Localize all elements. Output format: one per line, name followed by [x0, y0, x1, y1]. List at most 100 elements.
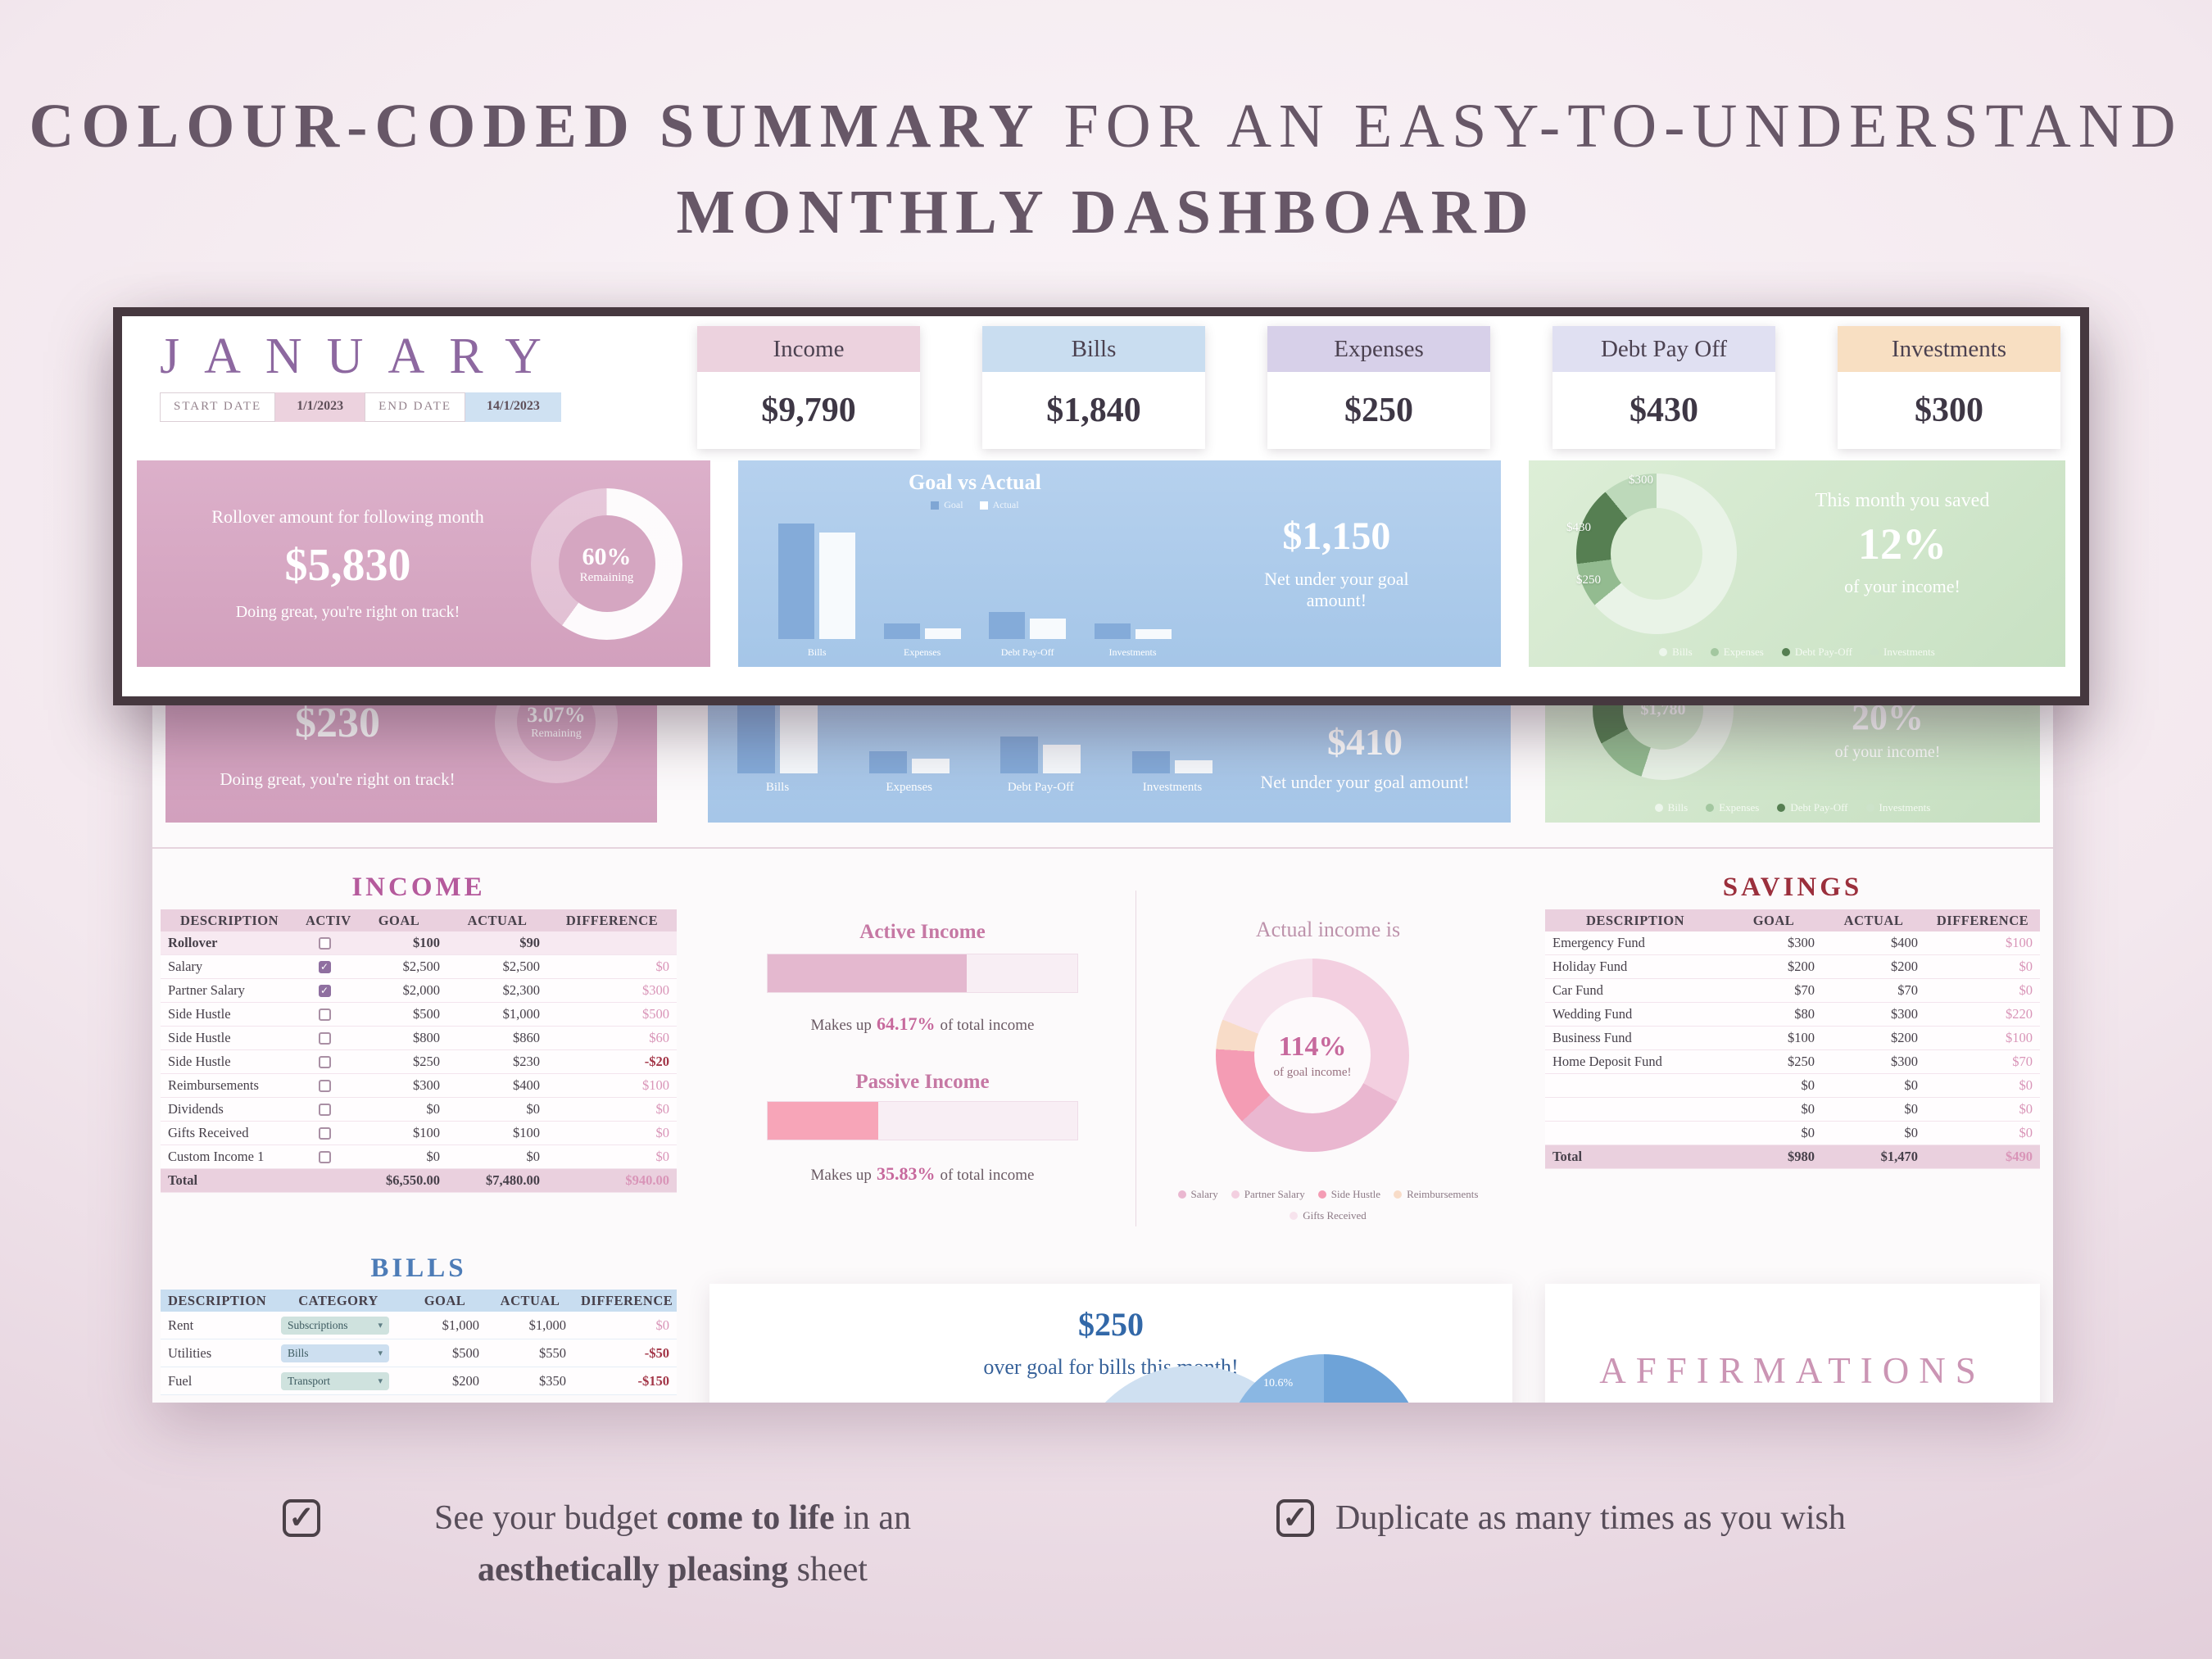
- legend-item: Gifts Received: [1290, 1209, 1367, 1222]
- date-range: START DATE 1/1/2023 END DATE 14/1/2023: [160, 392, 661, 422]
- passive-income-bar: [767, 1101, 1078, 1140]
- bar-group: Expenses: [868, 605, 950, 795]
- feature-bullet-2-text: Duplicate as many times as you wish: [1335, 1499, 1846, 1537]
- cell-active: [298, 984, 351, 997]
- legend-item: Reimbursements: [1394, 1188, 1478, 1201]
- legend-label: Investments: [1883, 646, 1935, 658]
- actual-bar: [911, 758, 950, 773]
- cell-goal: $300: [413, 1077, 440, 1093]
- income-row: Side Hustle $250 $230 -$20: [161, 1050, 677, 1074]
- legend-dot: [1777, 804, 1786, 812]
- savings-header-row: DESCRIPTION GOAL ACTUAL DIFFERENCE: [1545, 909, 2040, 931]
- savings-row: Emergency Fund $300 $400 $100: [1545, 931, 2040, 955]
- active-pct: 64.17%: [876, 1013, 936, 1034]
- rollover-title: Rollover amount for following month: [211, 505, 484, 527]
- saved-pct: 12%: [1858, 519, 1947, 569]
- category-value: Transport: [288, 1374, 331, 1387]
- active-checkbox[interactable]: [318, 960, 331, 973]
- cell-difference: $0: [2019, 982, 2033, 998]
- legend-dot: [1870, 648, 1879, 656]
- cell-difference: $0: [655, 1317, 670, 1333]
- active-checkbox[interactable]: [318, 1079, 331, 1092]
- rollover-donut: 60% Remaining: [531, 487, 682, 640]
- legend-dot: [1865, 804, 1874, 812]
- goal-net-block: $410 Net under your goal amount!: [1242, 720, 1488, 793]
- col-description: DESCRIPTION: [168, 1292, 267, 1308]
- cell-actual: $2,500: [502, 959, 540, 974]
- active-checkbox[interactable]: [318, 1103, 331, 1116]
- active-income-bar: [767, 954, 1078, 993]
- active-checkbox[interactable]: [318, 936, 331, 950]
- bills-pie-label: 10.6%: [1263, 1377, 1294, 1389]
- cell-description: Side Hustle: [168, 1030, 231, 1045]
- cell-difference: $0: [655, 1149, 670, 1164]
- legend-dot: [1781, 648, 1790, 656]
- cell-category: Subscriptions ▾: [274, 1316, 403, 1335]
- summary-cards: Income $9,790 Bills $1,840 Expenses $250: [661, 324, 2065, 449]
- cell-goal: $250: [413, 1054, 440, 1069]
- cell-actual: $860: [513, 1030, 540, 1045]
- summary-card: Expenses $250: [1267, 326, 1490, 449]
- of-total-text: of total income: [940, 1167, 1035, 1184]
- cell-goal: $100: [413, 1125, 440, 1140]
- category-dropdown[interactable]: Transport ▾: [281, 1371, 389, 1390]
- active-checkbox[interactable]: [318, 984, 331, 997]
- goal-net-amount: $410: [1327, 721, 1403, 763]
- active-checkbox[interactable]: [318, 1008, 331, 1021]
- feature-bullet-2: ✓ Duplicate as many times as you wish: [1276, 1493, 2030, 1544]
- summary-card-label: Income: [697, 326, 920, 372]
- saved-donut-label-3: $250: [1576, 573, 1601, 587]
- legend-dot: [1394, 1190, 1403, 1199]
- bills-row: Utilities Bills ▾ $500 $550 -$50: [161, 1339, 677, 1367]
- col-actual: ACTUAL: [500, 1292, 560, 1308]
- legend-item: Debt Pay-Off: [1777, 801, 1848, 814]
- legend-item: Goal: [931, 499, 963, 511]
- cell-actual: $0: [1904, 1077, 1919, 1093]
- summary-card: Debt Pay Off $430: [1552, 326, 1775, 449]
- saved-donut: [1576, 474, 1737, 634]
- category-dropdown[interactable]: Bills ▾: [281, 1344, 389, 1362]
- bar-pair: [868, 605, 950, 773]
- col-description: DESCRIPTION: [1585, 912, 1685, 928]
- legend-dot: [1317, 1190, 1326, 1199]
- active-checkbox[interactable]: [318, 1055, 331, 1068]
- cell-active: [298, 1008, 351, 1021]
- total-difference: $940.00: [625, 1172, 669, 1188]
- col-description: DESCRIPTION: [179, 912, 279, 928]
- cell-actual: $0: [1904, 1125, 1919, 1140]
- cell-actual: $300: [1891, 1054, 1918, 1069]
- legend-item: Salary: [1177, 1188, 1218, 1201]
- legend-dot: [1231, 1190, 1240, 1199]
- total-actual: $1,470: [1880, 1149, 1918, 1164]
- cell-difference: $0: [2019, 1125, 2033, 1140]
- end-date-field[interactable]: 14/1/2023: [465, 392, 561, 422]
- legend-dot: [1710, 648, 1719, 656]
- start-date-field[interactable]: 1/1/2023: [275, 392, 365, 422]
- cell-difference: $0: [2019, 1101, 2033, 1117]
- active-income-caption: Makes up 64.17% of total income: [709, 1013, 1135, 1035]
- vertical-divider: [1135, 891, 1136, 1226]
- active-checkbox[interactable]: [318, 1031, 331, 1045]
- active-income-fill: [768, 954, 967, 992]
- active-checkbox[interactable]: [318, 1150, 331, 1163]
- feature-text-bold: aesthetically pleasing: [478, 1551, 789, 1589]
- bar-pair: [1131, 605, 1213, 773]
- cell-active: [298, 1031, 351, 1045]
- cell-active: [298, 960, 351, 973]
- cell-difference: $220: [2006, 1006, 2033, 1022]
- bills-table: DESCRIPTION CATEGORY GOAL ACTUAL DIFFERE…: [161, 1290, 677, 1395]
- saved-title: This month you saved: [1815, 490, 1990, 511]
- col-actual: ACTUAL: [467, 912, 528, 928]
- actual-bar: [1043, 745, 1081, 773]
- cell-description: Wedding Fund: [1552, 1006, 1633, 1022]
- category-value: Bills: [288, 1346, 309, 1359]
- goal-bar: [883, 623, 920, 639]
- cell-goal: $0: [1801, 1125, 1815, 1140]
- cell-goal: $2,000: [402, 982, 440, 998]
- saved-pct-sub: of your income!: [1834, 743, 1941, 761]
- month-block: JANUARY START DATE 1/1/2023 END DATE 14/…: [137, 324, 661, 449]
- category-dropdown[interactable]: Subscriptions ▾: [281, 1316, 389, 1335]
- active-checkbox[interactable]: [318, 1126, 331, 1140]
- cell-actual: $300: [1891, 1006, 1918, 1022]
- summary-card: Bills $1,840: [982, 326, 1205, 449]
